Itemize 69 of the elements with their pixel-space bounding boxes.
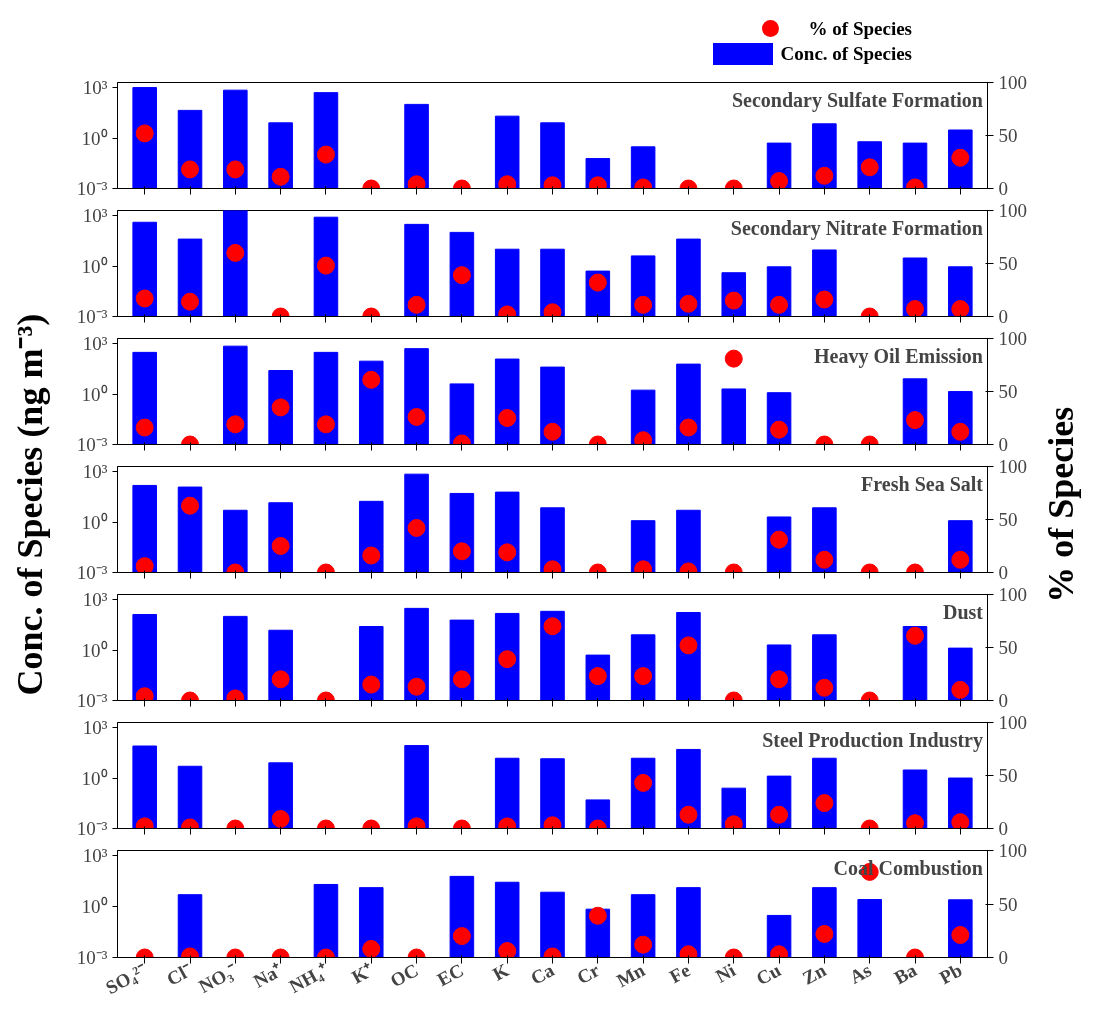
y-tick-label: 10⁰	[81, 383, 108, 405]
y2-tick-label: 50	[998, 125, 1018, 146]
y2-tick-label: 50	[998, 381, 1018, 402]
x-tick-label: Pb	[935, 959, 966, 989]
y2-tick-label: 0	[998, 306, 1008, 327]
x-tick-label: OC	[386, 959, 422, 992]
y-tick-label: 10³	[82, 589, 108, 611]
y2-tick-label: 100	[998, 200, 1027, 221]
y-tick-label: 10⁰	[81, 896, 108, 918]
chart-title: Fresh Sea Salt	[861, 472, 984, 495]
legend-label: % of Species	[808, 16, 912, 41]
y-tick-label: 10³	[82, 77, 108, 99]
chart-title: Dust	[942, 600, 984, 623]
x-tick-label: Ca	[527, 959, 558, 989]
y2-tick-label: 100	[998, 328, 1027, 349]
x-tick-label: Mn	[613, 959, 649, 992]
x-tick-label: Ni	[712, 959, 739, 987]
y-tick-label: 10⁻³	[76, 689, 108, 711]
x-tick-label: NH₄⁺	[285, 958, 332, 997]
y2-tick-label: 0	[998, 562, 1008, 583]
chart-title: Heavy Oil Emission	[814, 344, 983, 368]
y2-tick-label: 100	[998, 72, 1027, 93]
y-tick-label: 10⁻³	[76, 305, 108, 327]
x-tick-label: Cr	[573, 959, 604, 989]
x-tick-label: Ba	[890, 959, 921, 989]
y2-tick-label: 0	[998, 818, 1008, 839]
y-tick-label: 10⁰	[81, 511, 108, 533]
y2-tick-label: 100	[998, 840, 1027, 861]
x-tick-label: Fe	[665, 959, 694, 988]
x-tick-label: Cu	[752, 959, 785, 990]
x-tick-label: Zn	[798, 959, 830, 989]
y2-tick-label: 100	[998, 712, 1027, 733]
y2-tick-label: 100	[998, 584, 1027, 605]
y2-axis-title: % of Species	[1040, 407, 1083, 603]
x-tick-label: Na⁺	[249, 958, 287, 992]
y-tick-label: 10⁰	[81, 255, 108, 277]
legend-label: Conc. of Species	[780, 41, 912, 66]
y-tick-label: 10⁻³	[76, 561, 108, 583]
chart-title: Secondary Nitrate Formation	[730, 216, 983, 240]
y-tick-label: 10⁻³	[76, 177, 108, 199]
x-tick-label: EC	[433, 959, 467, 991]
y2-tick-label: 0	[998, 947, 1008, 968]
y-axis-title: Conc. of Species (ng m⁻³)	[9, 314, 52, 696]
y-tick-label: 10⁻³	[76, 433, 108, 455]
y2-tick-label: 50	[998, 893, 1018, 915]
y2-tick-label: 50	[998, 637, 1018, 658]
x-tick-label: K	[489, 959, 513, 985]
chart-title: Secondary Sulfate Formation	[731, 88, 983, 112]
x-tick-label: K⁺	[347, 958, 378, 988]
y-tick-label: 10³	[82, 845, 108, 867]
y2-tick-label: 0	[998, 178, 1008, 199]
y2-tick-label: 0	[998, 690, 1008, 711]
y-tick-label: 10³	[82, 461, 108, 483]
y-tick-label: 10⁰	[81, 639, 108, 661]
y-tick-label: 10⁰	[81, 767, 108, 789]
x-tick-label: Cl⁻	[163, 958, 196, 990]
y2-tick-label: 0	[998, 434, 1008, 455]
chart-title: Steel Production Industry	[762, 728, 983, 752]
y-tick-label: 10³	[82, 717, 108, 739]
y2-tick-label: 50	[998, 765, 1018, 786]
x-tick-label: NO₃⁻	[195, 958, 242, 997]
y-tick-label: 10⁰	[81, 127, 108, 149]
x-tick-label: As	[846, 959, 875, 988]
y2-tick-label: 50	[998, 509, 1018, 530]
y-tick-label: 10⁻³	[76, 817, 108, 839]
y-tick-label: 10³	[82, 205, 108, 227]
y2-tick-label: 50	[998, 253, 1018, 274]
y2-tick-label: 100	[998, 456, 1027, 477]
y-tick-label: 10³	[82, 333, 108, 355]
